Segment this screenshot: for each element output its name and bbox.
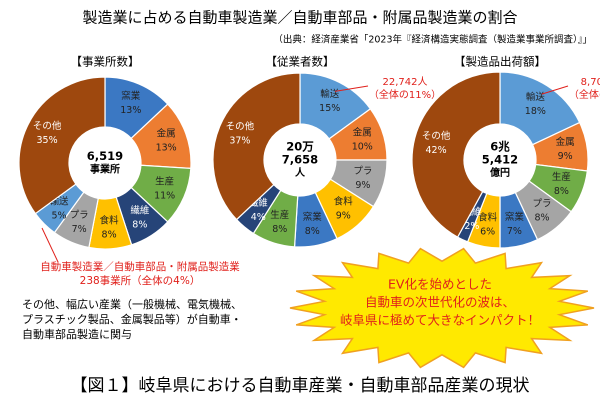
center-label: 6,519 <box>87 149 123 163</box>
category-label: 輸送 <box>526 91 546 103</box>
center-label: 20万 <box>286 140 314 154</box>
category-label: 食料 <box>334 196 354 208</box>
category-label: 繊維 <box>130 204 150 216</box>
center-hole <box>70 128 140 198</box>
value-label: 10% <box>352 141 373 152</box>
wedge <box>411 71 501 238</box>
chart-title: 【製造品出荷額】 <box>454 55 546 69</box>
value-label: 9% <box>355 180 370 191</box>
chart-title: 【従業者数】 <box>266 55 335 69</box>
value-label: 5% <box>51 210 66 221</box>
value-label: 7% <box>72 224 87 235</box>
value-label: 8% <box>305 226 320 237</box>
category-label: 食料 <box>100 214 120 226</box>
value-label: 35% <box>37 135 58 146</box>
burst-shape <box>289 247 595 369</box>
value-label: 13% <box>120 105 141 116</box>
category-label: プラ <box>353 166 372 177</box>
value-label: 6% <box>480 226 495 237</box>
center-hole <box>465 125 535 195</box>
callout: 22,742人 <box>383 76 428 88</box>
callout: （全体の11%） <box>369 88 441 101</box>
callout-line <box>541 85 569 95</box>
value-label: 8% <box>132 219 147 230</box>
center-label: 5,412 <box>482 153 518 167</box>
annotation: 238事業所（全体の4%） <box>80 274 201 287</box>
category-label: 輸送 <box>320 88 340 100</box>
burst-text: EV化を始めとした <box>388 277 492 292</box>
category-label: 食料 <box>478 211 498 223</box>
category-label: 生産 <box>552 171 571 183</box>
value-label: 8% <box>272 224 287 235</box>
category-label: 窯業 <box>121 90 141 102</box>
category-label: 窯業 <box>505 211 525 223</box>
callout-line <box>334 85 369 92</box>
center-hole <box>265 125 335 195</box>
chart-title: 【事業所数】 <box>71 55 140 69</box>
value-label: 18% <box>525 106 546 117</box>
value-label: 42% <box>426 145 447 156</box>
center-label: 人 <box>295 166 306 179</box>
value-label: 9% <box>558 151 573 162</box>
category-label: プラ <box>70 210 89 221</box>
burst-text: 岐阜県に極めて大きなインパクト！ <box>340 313 540 328</box>
burst-text: 自動車の次世代化の波は、 <box>365 295 515 310</box>
callout: （全体の13%） <box>569 88 600 101</box>
value-label: 8% <box>535 212 550 223</box>
value-label: 2% <box>464 221 479 232</box>
value-label: 13% <box>156 142 177 153</box>
value-label: 4% <box>251 212 266 223</box>
annotation: 自動車製造業／自動車部品・附属品製造業 <box>40 260 240 273</box>
category-label: 生産 <box>155 175 174 187</box>
value-label: 15% <box>319 103 340 114</box>
value-label: 8% <box>102 229 117 240</box>
category-label: その他 <box>33 120 62 132</box>
note: その他、幅広い産業（一般機械、電気機械、 <box>22 297 242 311</box>
value-label: 11% <box>154 190 175 201</box>
value-label: 8% <box>554 186 569 197</box>
caption: 【図１】岐阜県における自動車産業・自動車部品産業の現状 <box>71 376 530 396</box>
title: 製造業に占める自動車製造業／自動車部品・附属品製造業の割合 <box>82 9 517 27</box>
source: （出典：経済産業省「2023年『経済構造実態調査（製造業事業所調査）』」 <box>273 34 592 46</box>
center-label: 億円 <box>490 166 510 179</box>
category-label: 金属 <box>157 127 176 139</box>
note: プラスチック製品、金属製品等）が自動車・ <box>22 312 242 326</box>
category-label: 生産 <box>270 209 289 221</box>
category-label: プラ <box>533 198 552 209</box>
wedge <box>18 76 106 215</box>
category-label: その他 <box>422 130 451 142</box>
note: 自動車部品製造に関与 <box>22 327 132 341</box>
category-label: その他 <box>226 120 255 132</box>
callout: 8,701億円 <box>581 75 600 88</box>
category-label: 金属 <box>353 126 372 138</box>
value-label: 37% <box>229 135 250 146</box>
annotation-line <box>41 227 59 263</box>
center-label: 6兆 <box>490 140 510 154</box>
value-label: 9% <box>336 211 351 222</box>
center-label: 事業所 <box>90 163 120 176</box>
value-label: 7% <box>507 226 522 237</box>
center-label: 7,658 <box>282 153 318 167</box>
wedge <box>212 72 301 221</box>
category-label: 金属 <box>556 136 575 148</box>
category-label: 窯業 <box>303 211 323 223</box>
